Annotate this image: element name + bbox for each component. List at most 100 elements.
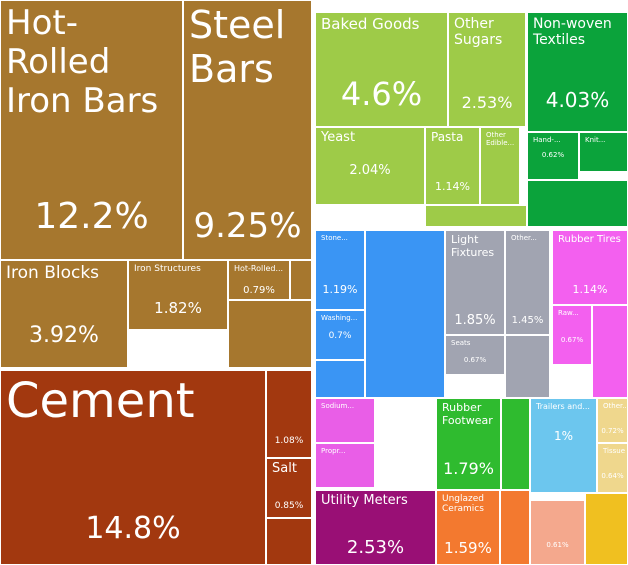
tile: Other... 0.72% bbox=[597, 398, 628, 443]
tile-value: 1.45% bbox=[511, 315, 544, 326]
tile-label: Washing... bbox=[321, 314, 358, 322]
tile-label: Utility Meters bbox=[321, 493, 408, 508]
tile-filler bbox=[527, 180, 628, 227]
tile-filler bbox=[500, 490, 530, 565]
tile-value: 2.04% bbox=[349, 163, 391, 178]
tile: Seats 0.67% bbox=[445, 335, 505, 375]
tile: Salt 0.85% bbox=[266, 458, 312, 518]
tile-value: 1.59% bbox=[444, 539, 492, 557]
tile-label: Stone... bbox=[321, 234, 348, 242]
tile: Knit... bbox=[579, 132, 628, 172]
tile: Rubber Footwear 1.79% bbox=[436, 398, 501, 490]
tile: Propr... bbox=[315, 443, 375, 488]
tile: Hot-Rolled Iron Bars 12.2% bbox=[0, 0, 183, 260]
tile: Unglazed Ceramics 1.59% bbox=[436, 490, 500, 565]
tile-label: Propr... bbox=[321, 447, 346, 455]
tile-label: Hot-Rolled... bbox=[234, 264, 284, 273]
tile-value: 14.8% bbox=[85, 511, 181, 546]
tile-value: 0.62% bbox=[541, 151, 565, 159]
tile-value: 0.61% bbox=[546, 541, 569, 549]
tile-value: 0.64% bbox=[601, 472, 624, 480]
tile-label: Seats bbox=[451, 339, 471, 347]
tile: 0.61% bbox=[530, 500, 585, 565]
tile: Hand-... 0.62% bbox=[527, 132, 579, 180]
tile-label: Trailers and... bbox=[536, 402, 590, 411]
tile-value: 1.19% bbox=[322, 283, 358, 296]
tile-value: 1% bbox=[553, 429, 574, 443]
tile-label: Other Edible... bbox=[486, 131, 515, 148]
tile-value: 0.97% bbox=[481, 203, 519, 204]
tile-label: Hand-... bbox=[533, 136, 561, 144]
tile: Sodium... bbox=[315, 398, 375, 443]
tile-value: 1.79% bbox=[443, 459, 494, 478]
tile-filler bbox=[592, 305, 628, 398]
tile-label: Other... bbox=[511, 234, 537, 242]
tile: Tissue 0.64% bbox=[597, 443, 628, 493]
tile: Cement 14.8% bbox=[0, 370, 266, 565]
tile-label: Other Sugars bbox=[454, 16, 503, 49]
tile-filler bbox=[365, 230, 445, 398]
tile: Trailers and... 1% bbox=[530, 398, 597, 493]
tile-value: 9.25% bbox=[193, 206, 302, 246]
tile: Light Fixtures 1.85% bbox=[445, 230, 505, 335]
tile: Non-woven Textiles 4.03% bbox=[527, 12, 628, 132]
tile-value: 0.85% bbox=[274, 501, 304, 511]
tile-label: Knit... bbox=[585, 136, 606, 144]
tile: Other... 1.45% bbox=[505, 230, 550, 335]
tile-value: 0.79% bbox=[243, 285, 275, 296]
tile-label: Baked Goods bbox=[321, 15, 420, 33]
tile-filler bbox=[266, 518, 312, 565]
tile-value: 4.6% bbox=[340, 75, 423, 113]
tile-label: Iron Blocks bbox=[6, 263, 100, 283]
tile: 1.08% bbox=[266, 370, 312, 458]
tile-label: Rubber Tires bbox=[558, 234, 621, 245]
tile-label: Yeast bbox=[321, 130, 356, 145]
tile-label: Iron Structures bbox=[134, 264, 201, 274]
tile-value: 0.72% bbox=[601, 427, 624, 435]
tile: Pasta 1.14% bbox=[425, 127, 480, 205]
tile: Utility Meters 2.53% bbox=[315, 490, 436, 565]
tile-value: 0.67% bbox=[560, 336, 584, 344]
tile: Raw... 0.67% bbox=[552, 305, 592, 365]
tile: Washing... 0.7% bbox=[315, 310, 365, 360]
tile-value: 12.2% bbox=[34, 196, 149, 237]
tile-value: 3.92% bbox=[29, 323, 99, 348]
tile-label: Unglazed Ceramics bbox=[442, 494, 484, 515]
tile: Steel Bars 9.25% bbox=[183, 0, 312, 260]
tile: Other Sugars 2.53% bbox=[448, 12, 526, 127]
tile: Rubber Tires 1.14% bbox=[552, 230, 628, 305]
tile-label: Non-woven Textiles bbox=[533, 16, 612, 49]
tile: Baked Goods 4.6% bbox=[315, 12, 448, 127]
tile: Hot-Rolled... 0.79% bbox=[228, 260, 290, 300]
tile-label: Other... bbox=[603, 402, 628, 410]
tile-value: 1.14% bbox=[435, 180, 470, 193]
tile-label: Light Fixtures bbox=[451, 233, 495, 259]
tile: Other Edible... 0.97% bbox=[480, 127, 520, 205]
tile-label: Salt bbox=[272, 461, 297, 476]
tile-label: Sodium... bbox=[321, 402, 355, 410]
tile-filler bbox=[290, 260, 312, 300]
tile-label: Raw... bbox=[558, 309, 579, 317]
tile: Stone... 1.19% bbox=[315, 230, 365, 310]
tile-label: Tissue bbox=[603, 447, 626, 455]
tile-value: 1.85% bbox=[454, 313, 496, 328]
tile-label: Pasta bbox=[431, 130, 464, 144]
tile-filler bbox=[505, 335, 550, 398]
tile-label: Cement bbox=[6, 373, 195, 429]
tile-value: 4.03% bbox=[545, 88, 610, 112]
tile: Iron Blocks 3.92% bbox=[0, 260, 128, 368]
tile: Iron Structures 1.82% bbox=[128, 260, 228, 330]
tile-filler bbox=[585, 493, 628, 565]
tile-filler bbox=[501, 398, 530, 490]
tile-value: 0.7% bbox=[328, 331, 352, 341]
tile-value: 1.82% bbox=[154, 299, 202, 317]
tile-filler bbox=[315, 360, 365, 398]
tile-value: 2.53% bbox=[461, 93, 513, 112]
tile-filler bbox=[425, 205, 527, 227]
tile-value: 0.67% bbox=[463, 356, 487, 364]
tile-filler bbox=[228, 300, 312, 368]
tile-value: 1.14% bbox=[572, 283, 608, 296]
tile-label: Steel Bars bbox=[189, 3, 286, 91]
tile-value: 1.08% bbox=[274, 436, 304, 446]
